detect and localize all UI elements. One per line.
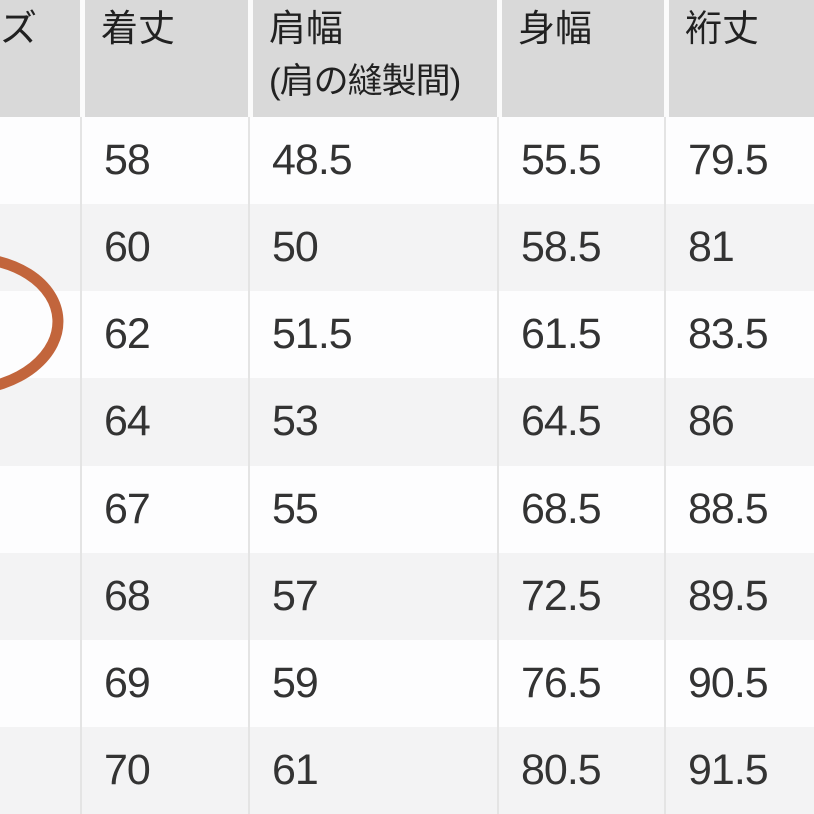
table-cell: 58.5: [497, 204, 664, 292]
table-cell: 60: [80, 204, 248, 292]
column-header-3: 身幅: [497, 0, 664, 117]
table-cell: 83.5: [664, 291, 814, 379]
table-cell: 51.5: [248, 291, 497, 379]
column-header-4: 裄丈: [664, 0, 814, 117]
table-cell: 53: [248, 378, 497, 466]
table-cell: [0, 640, 80, 727]
table-cell: 88.5: [664, 465, 814, 553]
table-cell: [0, 727, 80, 814]
table-cell: 72.5: [497, 552, 664, 640]
column-header-sublabel: (肩の縫製間): [269, 62, 461, 101]
table-cell: 70: [80, 726, 248, 814]
table-cell: [0, 117, 80, 204]
table-row: 58 48.5 55.5 79.5: [0, 117, 814, 205]
table-row: 60 50 58.5 81: [0, 204, 814, 292]
table-cell: 64: [80, 378, 248, 466]
column-header-label: 肩幅: [269, 8, 343, 49]
table-cell: 57: [248, 552, 497, 640]
table-row: 70 61 80.5 91.5: [0, 726, 814, 814]
table-cell: 48.5: [248, 117, 497, 205]
column-header-0: ズ: [0, 0, 80, 117]
table-cell: 61.5: [497, 291, 664, 379]
table-cell: [0, 291, 80, 378]
column-header-2: 肩幅 (肩の縫製間): [248, 0, 497, 117]
table-cell: 79.5: [664, 117, 814, 205]
column-header-label: ズ: [0, 8, 37, 49]
table-cell: 91.5: [664, 726, 814, 814]
table-header-row: ズ 着丈 肩幅 (肩の縫製間) 身幅 裄丈: [0, 0, 814, 117]
table-row: 62 51.5 61.5 83.5: [0, 291, 814, 379]
table-cell: 69: [80, 639, 248, 727]
column-header-label: 着丈: [101, 8, 175, 49]
table-cell: [0, 553, 80, 640]
table-cell: 55.5: [497, 117, 664, 205]
table-cell: 90.5: [664, 639, 814, 727]
table-cell: [0, 466, 80, 553]
table-cell: 68: [80, 552, 248, 640]
table-cell: 50: [248, 204, 497, 292]
table-row: 67 55 68.5 88.5: [0, 465, 814, 553]
table-cell: [0, 204, 80, 291]
table-cell: 59: [248, 639, 497, 727]
table-cell: 58: [80, 117, 248, 205]
table-cell: 89.5: [664, 552, 814, 640]
table-cell: 68.5: [497, 465, 664, 553]
table-row: 64 53 64.5 86: [0, 378, 814, 466]
table-cell: [0, 378, 80, 465]
column-header-1: 着丈: [80, 0, 248, 117]
table-cell: 76.5: [497, 639, 664, 727]
table-cell: 81: [664, 204, 814, 292]
column-header-label: 身幅: [518, 8, 592, 49]
column-header-label: 裄丈: [685, 8, 759, 49]
table-cell: 80.5: [497, 726, 664, 814]
table-cell: 62: [80, 291, 248, 379]
table-cell: 55: [248, 465, 497, 553]
table-row: 69 59 76.5 90.5: [0, 639, 814, 727]
table-row: 68 57 72.5 89.5: [0, 552, 814, 640]
table-cell: 86: [664, 378, 814, 466]
table-body: 58 48.5 55.5 79.5 60 50 58.5 81 62 51.5 61.5 83.5 64…: [0, 117, 814, 814]
table-cell: 61: [248, 726, 497, 814]
table-cell: 67: [80, 465, 248, 553]
table-cell: 64.5: [497, 378, 664, 466]
